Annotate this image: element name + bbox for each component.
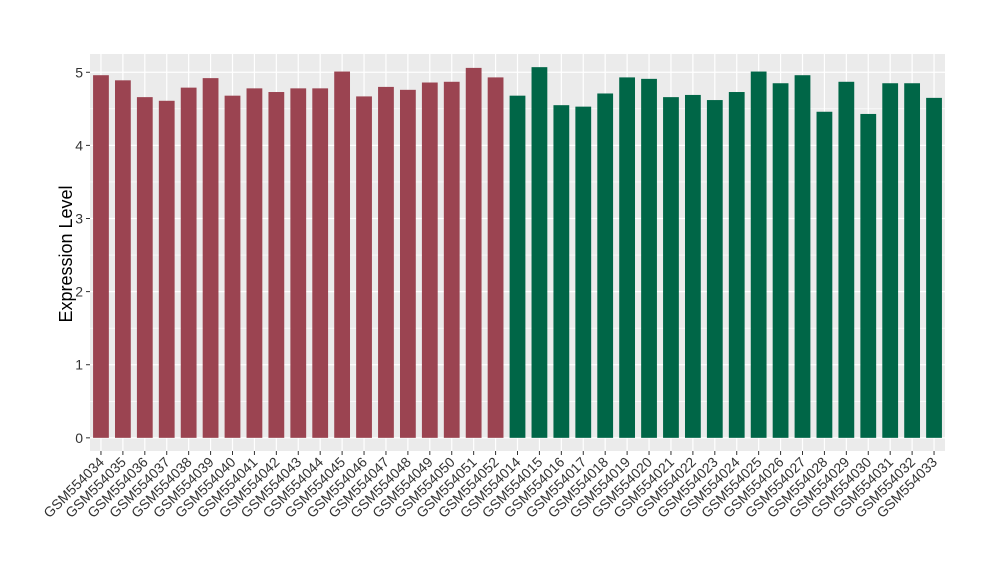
y-axis-label: Expression Level — [56, 185, 76, 322]
bar-GSM554047 — [378, 86, 394, 438]
bar-GSM554042 — [268, 92, 285, 438]
bar-GSM554030 — [860, 113, 877, 438]
x-axis: GSM554034GSM554035GSM554036GSM554037GSM5… — [40, 451, 940, 521]
bar-GSM554028 — [816, 111, 833, 438]
y-tick-label: 2 — [75, 284, 83, 300]
bar-GSM554026 — [772, 83, 789, 438]
bar-GSM554051 — [465, 67, 482, 438]
bar-GSM554023 — [706, 100, 723, 438]
bar-GSM554048 — [399, 89, 416, 438]
bar-GSM554037 — [158, 100, 175, 438]
bar-GSM554027 — [794, 75, 811, 438]
bar-GSM554045 — [334, 71, 351, 438]
bar-GSM554035 — [114, 80, 131, 438]
y-tick-label: 0 — [75, 430, 83, 446]
bar-GSM554034 — [93, 75, 109, 438]
y-tick-label: 5 — [75, 64, 83, 80]
bar-GSM554020 — [641, 78, 657, 438]
bar-GSM554031 — [882, 83, 899, 438]
bar-GSM554033 — [926, 97, 942, 438]
bar-GSM554039 — [202, 78, 219, 438]
bar-GSM554029 — [838, 81, 855, 438]
bar-GSM554049 — [421, 82, 438, 438]
bars — [93, 67, 942, 438]
bar-GSM554015 — [531, 67, 548, 438]
bar-GSM554017 — [575, 106, 592, 438]
bar-GSM554052 — [487, 77, 504, 438]
y-tick-label: 4 — [75, 137, 83, 153]
bar-GSM554046 — [356, 96, 372, 438]
bar-GSM554036 — [136, 97, 153, 438]
bar-GSM554040 — [224, 95, 241, 438]
bar-GSM554021 — [663, 97, 679, 438]
bar-GSM554024 — [728, 92, 745, 438]
y-axis: 0 1 2 3 4 5 — [75, 64, 90, 446]
bar-GSM554022 — [684, 94, 701, 438]
y-tick-label: 1 — [75, 357, 83, 373]
bar-GSM554038 — [180, 87, 197, 438]
y-tick-label: 3 — [75, 211, 83, 227]
bar-GSM554025 — [750, 71, 767, 438]
bar-GSM554016 — [553, 105, 570, 438]
bar-GSM554019 — [619, 77, 636, 438]
bar-GSM554032 — [904, 83, 921, 438]
bar-GSM554043 — [290, 88, 307, 438]
bar-GSM554044 — [312, 88, 329, 438]
bar-GSM554018 — [597, 93, 614, 438]
bar-GSM554014 — [509, 95, 526, 438]
bar-GSM554050 — [443, 81, 460, 438]
bar-GSM554041 — [246, 88, 263, 438]
